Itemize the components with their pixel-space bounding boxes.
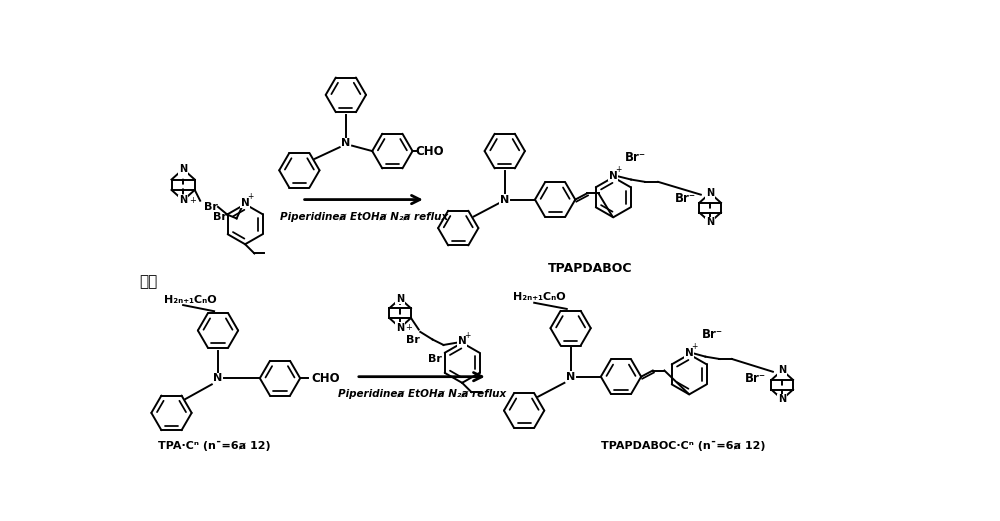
Text: N: N [566,371,575,382]
Text: N: N [179,164,187,174]
Text: N: N [458,336,466,346]
Text: 或者: 或者 [139,275,157,290]
Text: N: N [179,195,187,205]
Text: +: + [615,165,622,174]
Text: Br⁻: Br⁻ [624,151,646,164]
Text: N: N [213,373,223,383]
Text: Br: Br [204,202,218,212]
Text: N: N [778,394,786,404]
Text: Br⁻: Br⁻ [702,328,723,341]
Text: Br⁻: Br⁻ [745,371,766,384]
Text: +: + [406,323,412,332]
Text: TPAPDABOC: TPAPDABOC [548,263,632,276]
Text: CHO: CHO [416,144,444,157]
Text: +: + [691,342,698,351]
Text: TPA·Cⁿ (n¯=6ⱥ 12): TPA·Cⁿ (n¯=6ⱥ 12) [158,441,270,451]
Text: +: + [464,331,471,340]
Text: N: N [706,217,714,227]
Text: N: N [396,322,404,333]
Text: CHO: CHO [311,371,340,384]
Text: Br: Br [213,212,227,221]
Text: TPAPDABOC·Cⁿ (n¯=6ⱥ 12): TPAPDABOC·Cⁿ (n¯=6ⱥ 12) [601,441,765,451]
Text: Br⁻: Br⁻ [675,192,696,205]
Text: N: N [500,194,509,205]
Text: Piperidineⱥ EtOHⱥ N₂ⱥ reflux: Piperidineⱥ EtOHⱥ N₂ⱥ reflux [338,389,506,399]
Text: Br: Br [428,354,442,364]
Text: N: N [685,348,694,358]
Text: N: N [609,171,618,181]
Text: Piperidineⱥ EtOHⱥ N₂ⱥ reflux: Piperidineⱥ EtOHⱥ N₂ⱥ reflux [280,212,448,222]
Text: N: N [396,294,404,304]
Text: +: + [189,196,196,205]
Text: N: N [341,139,351,148]
Text: Br: Br [406,334,419,344]
Text: N: N [706,188,714,198]
Text: N: N [778,365,786,375]
Text: +: + [247,192,254,201]
Text: N: N [241,197,250,208]
Text: H₂ₙ₊₁CₙO: H₂ₙ₊₁CₙO [512,292,565,302]
Text: H₂ₙ₊₁CₙO: H₂ₙ₊₁CₙO [164,295,216,305]
